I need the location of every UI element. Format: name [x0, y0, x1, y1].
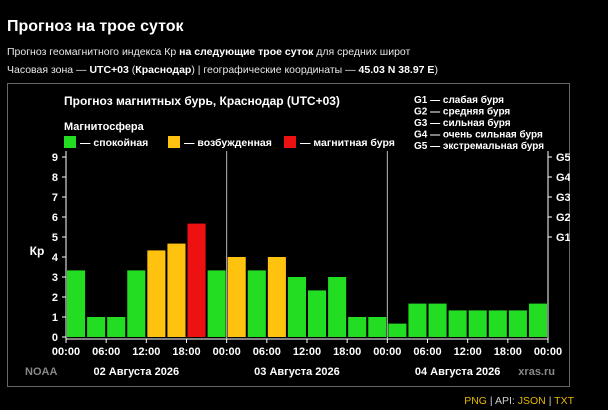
page-subtitle: Прогноз геомагнитного индекса Кр на след…	[7, 46, 410, 58]
legend-title: Магнитосфера	[64, 121, 145, 133]
g-tick-label: G4	[556, 172, 570, 184]
city-open: (	[128, 64, 136, 76]
y-tick-label: 5	[52, 232, 58, 244]
png-link[interactable]: PNG	[464, 395, 487, 407]
kp-bar	[368, 317, 387, 337]
storm-scale-item: G3 — сильная буря	[414, 117, 511, 129]
x-tick-label: 00:00	[373, 346, 401, 358]
x-tick-label: 06:00	[92, 346, 120, 358]
city-name: Краснодар	[135, 64, 192, 76]
tz-value: UTC+03	[89, 64, 129, 76]
kp-bar	[528, 303, 547, 337]
kp-bar	[328, 277, 347, 337]
y-tick-label: 1	[52, 312, 58, 324]
kp-bar	[388, 323, 407, 337]
kp-bar	[227, 257, 246, 337]
x-tick-label: 00:00	[52, 346, 80, 358]
footer-separator: |	[548, 395, 552, 407]
storm-scale-item: G4 — очень сильная буря	[414, 129, 543, 141]
legend-swatch	[64, 136, 76, 148]
kp-bar	[107, 317, 126, 337]
x-tick-label: 12:00	[454, 346, 482, 358]
g-tick-label: G2	[556, 212, 570, 224]
legend-label: — спокойная	[80, 137, 148, 149]
tz-label: Часовая зона —	[7, 64, 90, 76]
g-tick-label: G5	[556, 152, 570, 164]
chart-title: Прогноз магнитных бурь, Краснодар (UTC+0…	[64, 94, 340, 108]
kp-bar	[508, 310, 527, 337]
kp-bar	[468, 310, 487, 337]
x-tick-label: 18:00	[494, 346, 522, 358]
y-tick-label: 2	[52, 292, 58, 304]
y-tick-label: 0	[52, 332, 58, 344]
day-label: 02 Августа 2026	[94, 366, 180, 378]
kp-bar	[428, 303, 447, 337]
kp-bar	[448, 310, 467, 337]
x-tick-label: 18:00	[172, 346, 200, 358]
kp-chart: 0 1 2 3 4 5 6 7 8 9 Кр G1 G2 G3 G4 G5 00:00 06:00 12:00 18:…	[7, 83, 572, 387]
kp-bar	[488, 310, 507, 337]
kp-bar	[127, 270, 146, 337]
kp-bar	[287, 277, 306, 337]
x-tick-label: 06:00	[253, 346, 281, 358]
coords-value: 45.03 N 38.97 E	[358, 64, 435, 76]
y-axis-label: Кр	[30, 244, 45, 258]
x-tick-label: 12:00	[132, 346, 160, 358]
kp-bar	[247, 270, 266, 337]
y-tick-label: 9	[52, 152, 58, 164]
x-tick-label: 12:00	[293, 346, 321, 358]
y-tick-label: 7	[52, 192, 58, 204]
kp-bar	[348, 317, 367, 337]
kp-bar	[267, 257, 286, 337]
y-tick-label: 8	[52, 172, 58, 184]
g-tick-label: G3	[556, 192, 570, 204]
kp-bar	[408, 303, 427, 337]
x-tick-label: 00:00	[213, 346, 241, 358]
subtitle-part3: для средних широт	[313, 46, 411, 58]
kp-bar	[167, 243, 186, 337]
kp-bar	[207, 270, 226, 337]
g-tick-label: G1	[556, 232, 570, 244]
json-link[interactable]: JSON	[517, 395, 546, 407]
kp-bar	[87, 317, 106, 337]
kp-bar	[187, 223, 206, 337]
x-tick-label: 00:00	[534, 346, 562, 358]
legend-swatch	[284, 136, 296, 148]
watermark-site: xras.ru	[518, 366, 555, 378]
footer-links: PNG | API: JSON | TXT	[464, 395, 574, 407]
watermark-noaa: NOAA	[25, 366, 57, 378]
y-tick-label: 3	[52, 272, 58, 284]
page-title: Прогноз на трое суток	[7, 18, 184, 35]
kp-bar	[308, 290, 327, 337]
subtitle-part2: на следующие трое суток	[179, 46, 314, 58]
y-tick-label: 4	[52, 252, 59, 264]
subtitle-part1: Прогноз геомагнитного индекса Кр	[7, 46, 180, 58]
kp-bar	[67, 270, 86, 337]
footer-separator: |	[489, 395, 493, 407]
legend-label: — магнитная буря	[300, 137, 395, 149]
legend-swatch	[168, 136, 180, 148]
storm-scale-item: G5 — экстремальная буря	[414, 140, 544, 152]
api-label: API:	[494, 395, 515, 407]
storm-scale-item: G1 — слабая буря	[414, 94, 504, 106]
coords-label: ) | географические координаты —	[191, 64, 359, 76]
y-tick-label: 6	[52, 212, 58, 224]
x-tick-label: 18:00	[333, 346, 361, 358]
x-tick-label: 06:00	[413, 346, 441, 358]
day-label: 04 Августа 2026	[415, 366, 501, 378]
info-close: )	[434, 64, 438, 76]
storm-scale-item: G2 — средняя буря	[414, 106, 510, 118]
day-label: 03 Августа 2026	[254, 366, 340, 378]
legend-label: — возбужденная	[184, 137, 272, 149]
kp-bar	[147, 250, 166, 337]
kp-chart-svg: 0 1 2 3 4 5 6 7 8 9 Кр G1 G2 G3 G4 G5 00:00 06:00 12:00 18:…	[7, 83, 572, 387]
txt-link[interactable]: TXT	[554, 395, 574, 407]
timezone-info: Часовая зона — UTC+03 (Краснодар) | геог…	[7, 64, 438, 76]
